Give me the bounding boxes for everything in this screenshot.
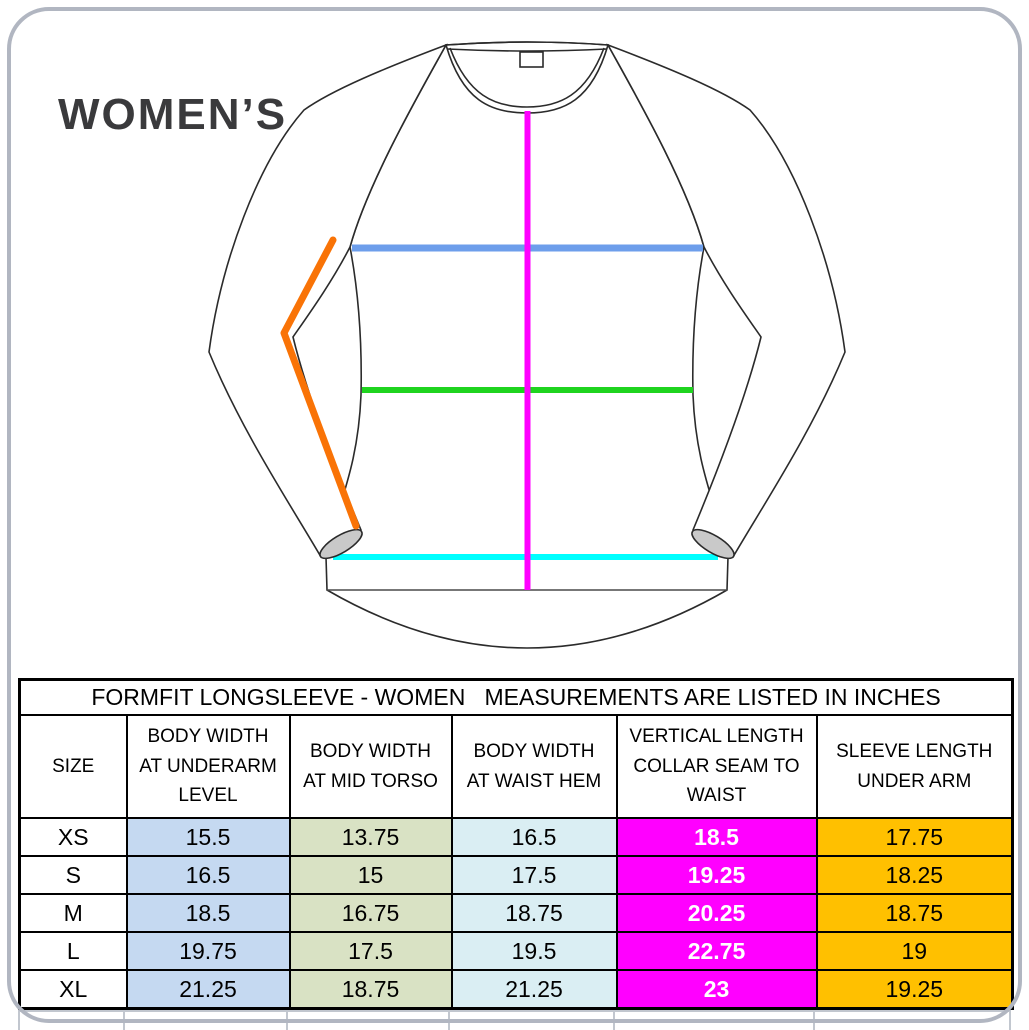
collar-tag	[519, 51, 544, 68]
measurement-cell-midtorso: 16.75	[288, 893, 453, 933]
column-header-vertical: VERTICAL LENGTH COLLAR SEAM TO WAIST	[615, 714, 818, 819]
column-header-midtorso: BODY WIDTH AT MID TORSO	[288, 714, 453, 819]
measurement-cell-sleeve: 19	[815, 931, 1014, 971]
measurement-cell-underarm: 16.5	[125, 855, 291, 895]
empty-cell	[615, 1010, 815, 1030]
measurement-cell-midtorso: 13.75	[288, 817, 453, 857]
measurement-cell-vertical: 19.25	[615, 855, 818, 895]
size-label: S	[18, 855, 128, 895]
size-table-section: FORMFIT LONGSLEEVE - WOMEN MEASUREMENTS …	[18, 678, 1015, 1030]
table-title: FORMFIT LONGSLEEVE - WOMEN MEASUREMENTS …	[18, 678, 1014, 716]
measurement-cell-vertical: 22.75	[615, 931, 818, 971]
measurement-cell-waisthem: 19.5	[450, 931, 618, 971]
column-header-sleeve: SLEEVE LENGTH UNDER ARM	[815, 714, 1014, 819]
size-label: L	[18, 931, 128, 971]
measurement-cell-sleeve: 18.25	[815, 855, 1014, 895]
measurement-cell-vertical: 23	[615, 969, 818, 1010]
measurement-cell-sleeve: 17.75	[815, 817, 1014, 857]
empty-cell	[18, 1010, 125, 1030]
size-row-XL: XL 21.25 18.75 21.25 23 19.25	[18, 969, 1014, 1010]
empty-spreadsheet-row	[18, 1010, 1011, 1030]
empty-cell	[450, 1010, 615, 1030]
measurement-cell-underarm: 19.75	[125, 931, 291, 971]
column-header-size: SIZE	[18, 714, 128, 819]
measurement-cell-midtorso: 17.5	[288, 931, 453, 971]
size-row-M: M 18.5 16.75 18.75 20.25 18.75	[18, 893, 1014, 933]
measurement-cell-sleeve: 19.25	[815, 969, 1014, 1010]
left-cuff	[319, 528, 363, 560]
measurement-cell-vertical: 18.5	[615, 817, 818, 857]
size-label: M	[18, 893, 128, 933]
measurement-cell-underarm: 15.5	[125, 817, 291, 857]
measurement-cell-waisthem: 21.25	[450, 969, 618, 1010]
column-header-waisthem: BODY WIDTH AT WAIST HEM	[450, 714, 618, 819]
size-label: XS	[18, 817, 128, 857]
measurement-cell-vertical: 20.25	[615, 893, 818, 933]
page-title: WOMEN’S	[58, 90, 288, 139]
measurement-cell-sleeve: 18.75	[815, 893, 1014, 933]
size-row-XS: XS 15.5 13.75 16.5 18.5 17.75	[18, 817, 1014, 857]
measurement-cell-waisthem: 16.5	[450, 817, 618, 857]
table-title-row: FORMFIT LONGSLEEVE - WOMEN MEASUREMENTS …	[18, 678, 1014, 716]
right-sleeve-outline	[606, 43, 846, 559]
measurement-cell-midtorso: 18.75	[288, 969, 453, 1010]
size-table: FORMFIT LONGSLEEVE - WOMEN MEASUREMENTS …	[18, 678, 1015, 1010]
size-label: XL	[18, 969, 128, 1010]
empty-cell	[288, 1010, 450, 1030]
size-row-L: L 19.75 17.5 19.5 22.75 19	[18, 931, 1014, 971]
right-cuff	[691, 528, 735, 560]
sleeve-length-measure-line	[280, 236, 360, 530]
table-header-row: SIZE BODY WIDTH AT UNDERARM LEVEL BODY WIDTH…	[18, 714, 1014, 819]
measurement-cell-waisthem: 17.5	[450, 855, 618, 895]
measurement-cell-underarm: 18.5	[125, 893, 291, 933]
column-header-underarm: BODY WIDTH AT UNDERARM LEVEL	[125, 714, 291, 819]
left-sleeve-outline	[208, 43, 448, 559]
size-row-S: S 16.5 15 17.5 19.25 18.25	[18, 855, 1014, 895]
empty-cell	[125, 1010, 288, 1030]
measurement-cell-underarm: 21.25	[125, 969, 291, 1010]
measurement-cell-midtorso: 15	[288, 855, 453, 895]
empty-cell	[815, 1010, 1011, 1030]
measurement-cell-waisthem: 18.75	[450, 893, 618, 933]
shirt-diagram	[208, 41, 846, 649]
